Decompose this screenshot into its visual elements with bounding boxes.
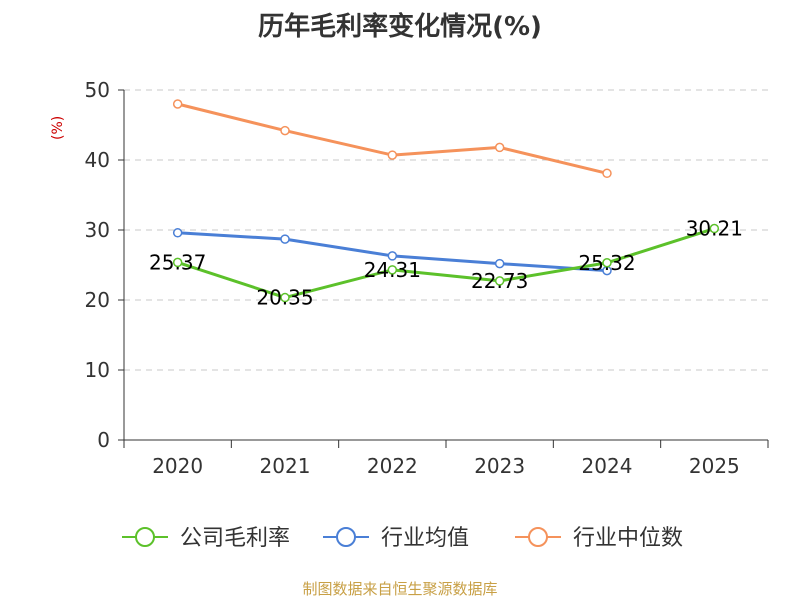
data-label: 25.37 xyxy=(149,250,206,274)
data-label: 25.32 xyxy=(578,251,635,275)
series-line xyxy=(177,227,715,300)
legend-label: 行业均值 xyxy=(381,526,469,551)
legend-marker xyxy=(528,527,548,547)
data-point xyxy=(172,99,183,109)
x-tick-label: 2020 xyxy=(152,454,203,478)
data-point xyxy=(494,142,505,153)
data-point xyxy=(280,125,290,136)
axis-layer: 0 10 20 30 40 50 2020 2021 2022 2023 2024 2025 xyxy=(85,78,769,478)
data-label: 30.21 xyxy=(686,217,743,241)
data-point xyxy=(494,276,505,286)
data-point xyxy=(494,258,505,269)
x-tick-label: 2022 xyxy=(367,454,418,478)
data-label: 20.35 xyxy=(256,286,313,310)
legend-marker xyxy=(336,527,356,547)
data-point xyxy=(387,150,398,160)
legend-label: 公司毛利率 xyxy=(180,526,290,551)
y-tick-label: 30 xyxy=(85,218,110,242)
data-point xyxy=(280,292,290,303)
grid-layer xyxy=(124,89,768,371)
data-point xyxy=(172,257,183,268)
data-label-layer: 25.37 20.35 24.31 22.73 25.32 30.21 xyxy=(149,217,743,310)
y-tick-label: 40 xyxy=(85,148,110,172)
y-tick-label: 0 xyxy=(97,428,110,452)
y-tick-label: 10 xyxy=(85,358,110,382)
chart-title: 历年毛利率变化情况(%) xyxy=(258,12,542,42)
data-point xyxy=(172,228,183,238)
data-point xyxy=(602,168,612,179)
series-layer xyxy=(172,99,720,303)
legend: 公司毛利率 行业均值 行业中位数 xyxy=(122,526,683,551)
x-tick-label: 2023 xyxy=(474,454,525,478)
legend-label: 行业中位数 xyxy=(573,526,683,551)
legend-marker xyxy=(135,527,155,547)
x-tick-label: 2025 xyxy=(689,454,740,478)
data-point xyxy=(280,234,290,244)
series-line xyxy=(177,102,608,175)
source-note: 制图数据来自恒生聚源数据库 xyxy=(302,580,498,598)
y-tick-label: 20 xyxy=(85,288,110,312)
x-tick-label: 2021 xyxy=(260,454,311,478)
data-point xyxy=(709,223,720,234)
data-point xyxy=(387,251,398,261)
data-point xyxy=(387,265,398,275)
y-tick-label: 50 xyxy=(85,78,110,102)
data-label: 24.31 xyxy=(364,258,421,282)
x-tick-label: 2024 xyxy=(582,454,633,478)
data-point xyxy=(602,258,612,268)
data-label: 22.73 xyxy=(471,269,528,293)
